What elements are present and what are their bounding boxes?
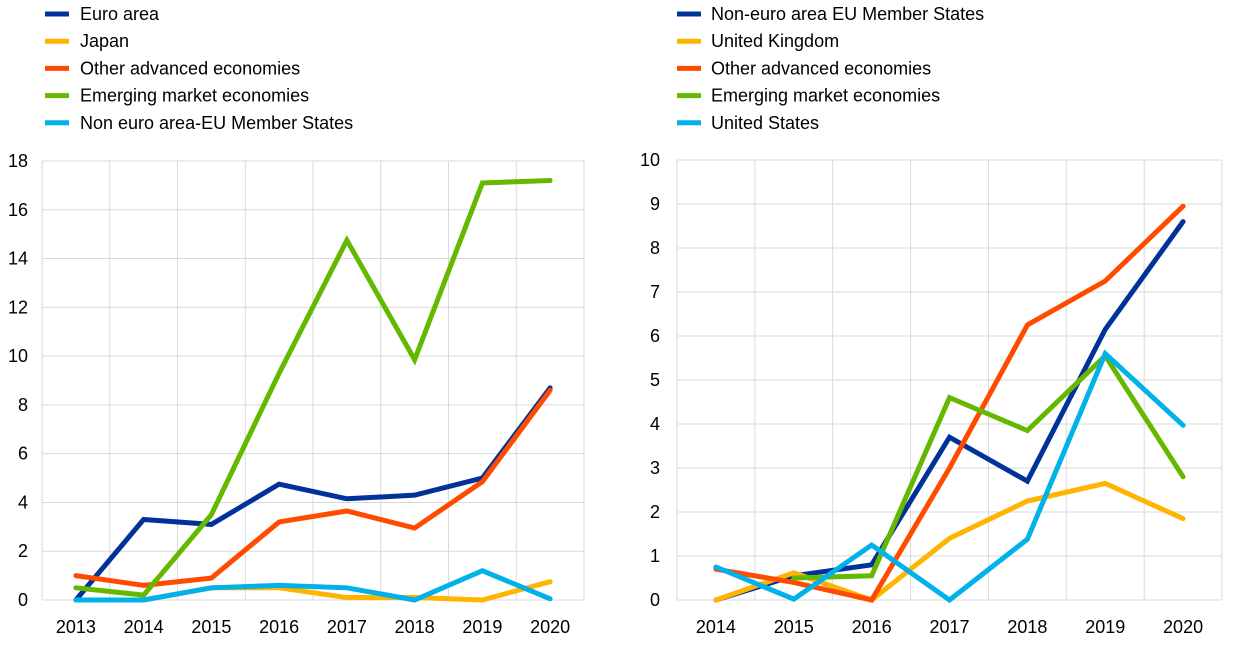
- x-tick-label: 2015: [774, 617, 814, 637]
- y-tick-label: 16: [8, 200, 28, 220]
- legend-label: Emerging market economies: [711, 86, 940, 106]
- x-tick-label: 2017: [929, 617, 969, 637]
- legend-label: Non-euro area EU Member States: [711, 4, 984, 24]
- legend-label: United Kingdom: [711, 31, 839, 51]
- y-tick-label: 7: [650, 282, 660, 302]
- y-tick-label: 0: [650, 590, 660, 610]
- legend-label: Other advanced economies: [80, 58, 300, 78]
- y-tick-label: 6: [18, 444, 28, 464]
- series-line-1: [713, 219, 1186, 603]
- y-tick-label: 14: [8, 249, 28, 269]
- x-tick-label: 2020: [1163, 617, 1203, 637]
- x-tick-label: 2020: [530, 617, 570, 637]
- y-tick-label: 10: [640, 150, 660, 170]
- x-tick-label: 2016: [852, 617, 892, 637]
- y-tick-label: 4: [650, 414, 660, 434]
- x-tick-label: 2016: [259, 617, 299, 637]
- y-tick-label: 18: [8, 151, 28, 171]
- series-line-5: [73, 568, 553, 603]
- y-tick-label: 9: [650, 194, 660, 214]
- series-line-4: [791, 351, 1186, 581]
- legend-label: Non euro area-EU Member States: [80, 113, 353, 133]
- y-tick-label: 1: [650, 546, 660, 566]
- legend-label: Other advanced economies: [711, 58, 931, 78]
- y-tick-label: 8: [18, 395, 28, 415]
- y-tick-label: 5: [650, 370, 660, 390]
- legend-label: Japan: [80, 31, 129, 51]
- x-tick-label: 2018: [1007, 617, 1047, 637]
- series-line-5: [713, 349, 1186, 604]
- chart-1: 0 2 4 6 8 10 12 14 16 18 2013 2014 2015 2016 2017 2018 2…: [8, 4, 585, 637]
- x-tick-label: 2019: [462, 617, 502, 637]
- y-tick-label: 6: [650, 326, 660, 346]
- y-tick-label: 0: [18, 590, 28, 610]
- legend-label: Euro area: [80, 4, 160, 24]
- x-tick-label: 2013: [56, 617, 96, 637]
- y-tick-label: 2: [18, 541, 28, 561]
- legend-label: Emerging market economies: [80, 86, 309, 106]
- series-line-4: [73, 178, 553, 598]
- x-tick-label: 2015: [191, 617, 231, 637]
- y-tick-label: 3: [650, 458, 660, 478]
- x-tick-label: 2017: [327, 617, 367, 637]
- legend-label: United States: [711, 113, 819, 133]
- x-tick-label: 2014: [696, 617, 736, 637]
- y-tick-label: 8: [650, 238, 660, 258]
- x-tick-label: 2019: [1085, 617, 1125, 637]
- y-tick-label: 10: [8, 346, 28, 366]
- x-tick-label: 2014: [124, 617, 164, 637]
- y-tick-label: 4: [18, 492, 28, 512]
- y-tick-label: 2: [650, 502, 660, 522]
- x-tick-label: 2018: [395, 617, 435, 637]
- y-tick-label: 12: [8, 297, 28, 317]
- chart-2: 0 1 2 3 4 5 6 7 8 9 10 2014 2015 2016 2017 2018 2019 2020…: [640, 4, 1223, 637]
- series-line-1: [73, 385, 553, 603]
